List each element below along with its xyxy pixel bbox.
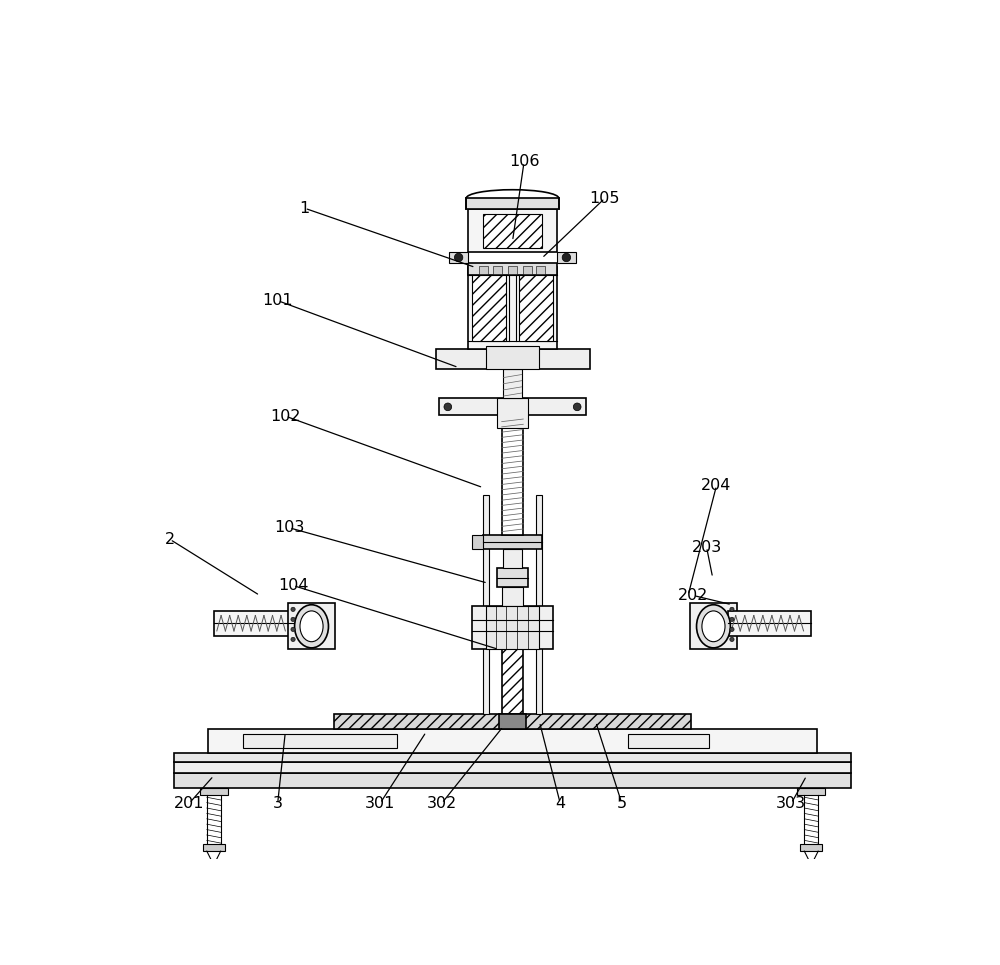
Bar [243,734,397,748]
Bar [214,611,297,636]
Bar [503,548,522,567]
Text: 202: 202 [678,588,709,603]
Bar [472,535,483,548]
Bar [468,267,557,349]
Bar [523,266,532,274]
Text: 204: 204 [701,478,732,493]
Bar [486,606,539,648]
Bar [472,275,506,342]
Bar [174,761,851,773]
Bar [468,262,557,275]
Ellipse shape [295,605,328,648]
Circle shape [573,403,581,411]
Bar [557,252,576,262]
Bar [200,788,228,795]
Bar [536,495,542,714]
Circle shape [291,637,295,642]
Bar [449,252,468,262]
Bar [690,603,737,649]
Bar [502,415,523,535]
Circle shape [291,627,295,631]
Ellipse shape [697,605,730,648]
Text: 1: 1 [299,201,310,216]
Bar [439,399,586,415]
Bar [208,730,817,753]
Bar [497,399,528,427]
Circle shape [291,607,295,612]
Text: 301: 301 [365,796,395,811]
Bar [497,567,528,587]
Bar [334,714,691,730]
Ellipse shape [702,611,725,642]
Text: 302: 302 [427,796,457,811]
Text: 104: 104 [278,578,308,593]
Text: 203: 203 [691,539,722,555]
Text: 103: 103 [274,520,304,536]
Bar [728,611,811,636]
Bar [502,587,523,606]
Text: 201: 201 [174,796,204,811]
Bar [486,346,539,370]
Bar [472,606,553,648]
Bar [436,349,590,370]
Bar [174,773,851,788]
Text: 102: 102 [270,408,301,424]
Bar [479,266,488,274]
Bar [797,788,825,795]
Text: 2: 2 [165,532,175,547]
Bar [502,648,523,714]
Bar [468,209,557,252]
Bar [174,753,851,761]
Bar [519,275,553,342]
Text: 303: 303 [776,796,806,811]
Text: 4: 4 [555,796,565,811]
Bar [288,603,335,649]
Circle shape [291,618,295,621]
Bar [508,266,517,274]
Text: 3: 3 [273,796,283,811]
Text: 105: 105 [590,191,620,206]
Circle shape [730,618,734,621]
Circle shape [454,253,463,262]
Bar [628,734,709,748]
Bar [203,844,225,851]
Circle shape [444,403,452,411]
Text: 106: 106 [509,154,539,170]
Bar [503,370,522,399]
Circle shape [730,627,734,631]
Text: 5: 5 [617,796,627,811]
Circle shape [730,607,734,612]
Bar [466,198,559,209]
Circle shape [730,637,734,642]
Bar [499,714,526,730]
Circle shape [562,253,571,262]
Text: 101: 101 [262,293,293,308]
Bar [800,844,822,851]
Bar [536,266,545,274]
Bar [483,495,489,714]
Ellipse shape [300,611,323,642]
Bar [483,214,542,248]
Bar [493,266,502,274]
Bar [483,535,542,548]
